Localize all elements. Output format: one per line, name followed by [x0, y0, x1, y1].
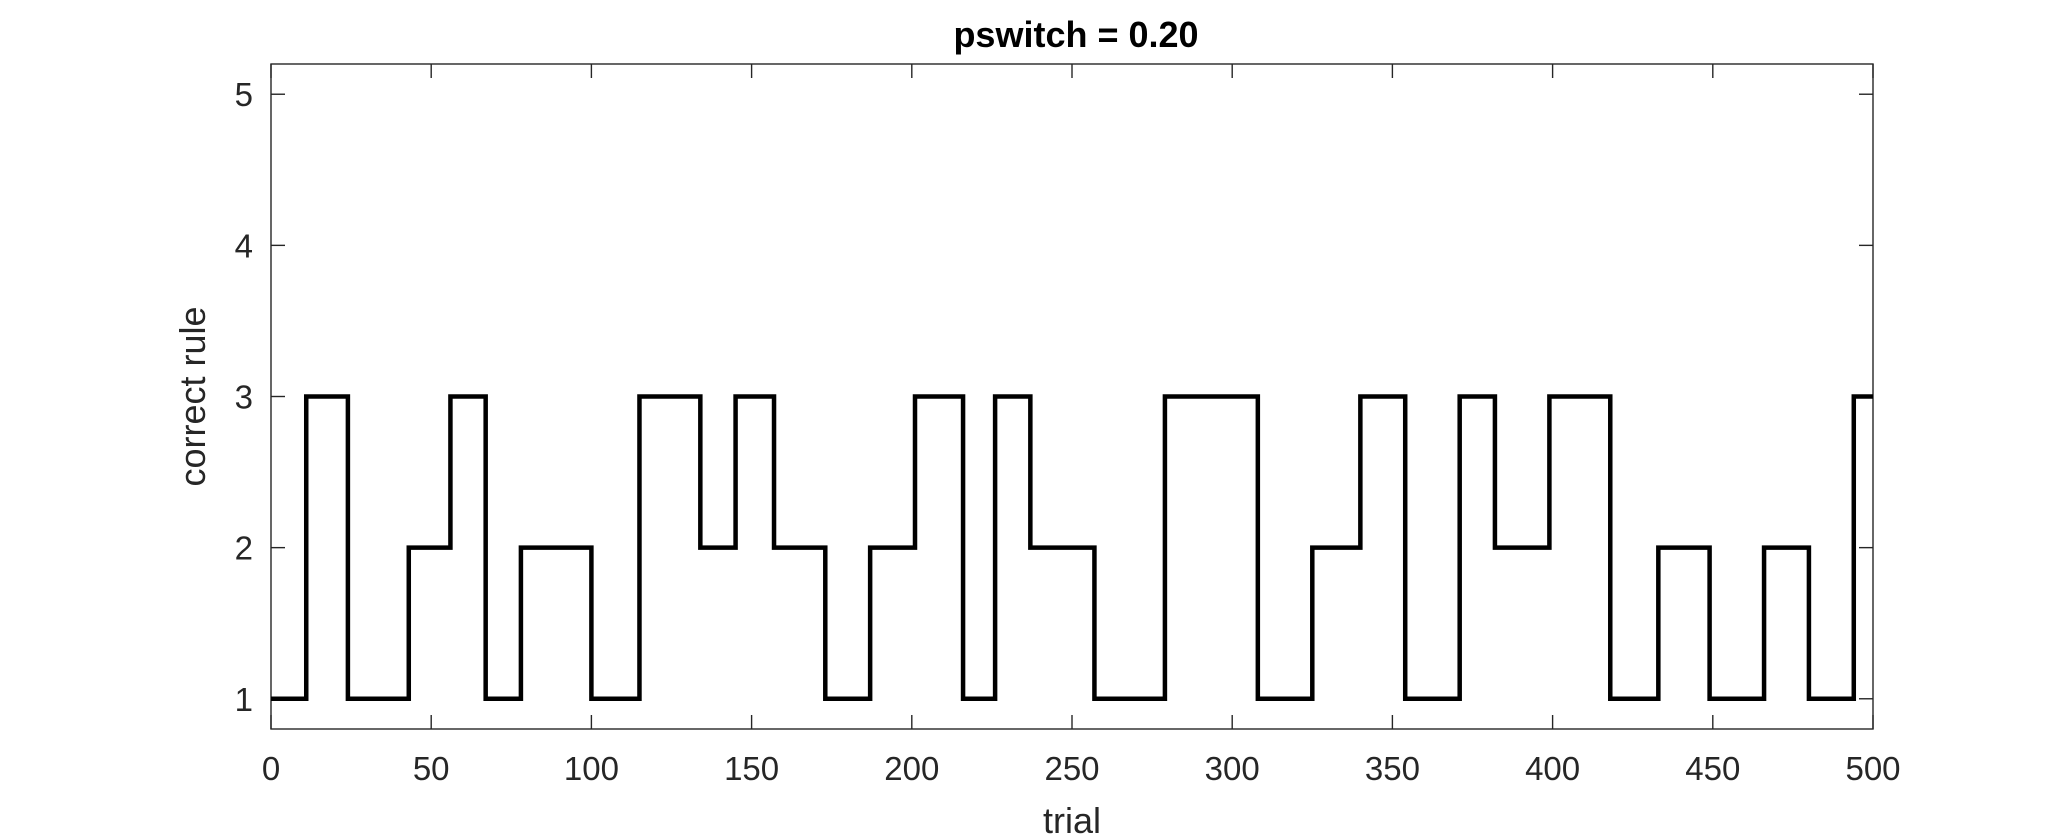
x-tick-label: 350 — [1365, 750, 1420, 787]
y-tick-label: 3 — [235, 379, 253, 416]
y-tick-label: 5 — [235, 76, 253, 113]
x-tick-label: 500 — [1845, 750, 1900, 787]
tick-labels: 0 50 100 150 200 250 300 350 400 450 500 1 2 3 4 5 — [235, 76, 1901, 787]
x-tick-label: 450 — [1685, 750, 1740, 787]
y-tick-label: 1 — [235, 681, 253, 718]
x-tick-label: 300 — [1205, 750, 1260, 787]
y-tick-label: 4 — [235, 227, 253, 264]
chart-title: pswitch = 0.20 — [953, 14, 1198, 55]
x-tick-label: 0 — [262, 750, 280, 787]
x-tick-label: 100 — [564, 750, 619, 787]
x-tick-label: 150 — [724, 750, 779, 787]
x-axis-label: trial — [1043, 800, 1101, 840]
y-tick-label: 2 — [235, 530, 253, 567]
x-tick-label: 400 — [1525, 750, 1580, 787]
y-axis-label: correct rule — [172, 306, 213, 486]
x-tick-label: 50 — [413, 750, 450, 787]
series-line — [271, 394, 1873, 702]
x-tick-label: 200 — [884, 750, 939, 787]
x-tick-label: 250 — [1044, 750, 1099, 787]
plot-frame — [270, 63, 1874, 730]
